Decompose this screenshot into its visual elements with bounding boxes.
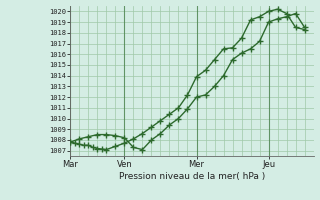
X-axis label: Pression niveau de la mer( hPa ): Pression niveau de la mer( hPa ) xyxy=(119,172,265,181)
